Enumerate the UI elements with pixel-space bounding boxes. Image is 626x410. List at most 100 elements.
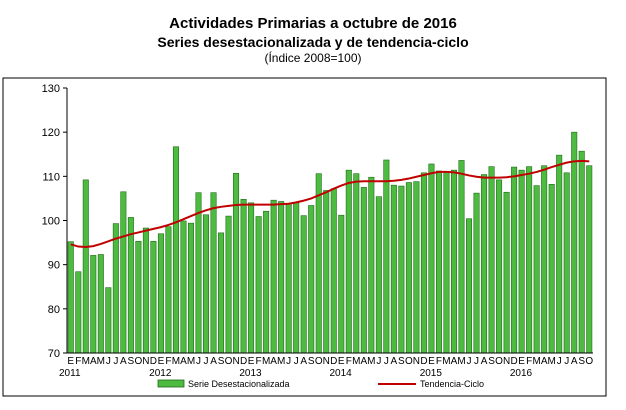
x-month-label-63: A: [541, 356, 548, 367]
x-month-label-61: F: [526, 356, 532, 367]
bar-4: [97, 254, 104, 354]
bar-21: [225, 215, 232, 354]
bar-68: [578, 150, 585, 354]
bar-16: [187, 222, 194, 354]
bar-14: [172, 146, 179, 354]
x-month-label-39: A: [360, 356, 367, 367]
bar-26: [263, 210, 270, 354]
x-month-label-57: O: [495, 356, 503, 367]
x-month-label-37: F: [346, 356, 352, 367]
x-month-label-59: D: [510, 356, 517, 367]
x-month-label-18: J: [204, 356, 209, 367]
x-month-label-60: E: [518, 356, 525, 367]
x-year-label-2012: 2012: [149, 368, 172, 379]
bar-27: [270, 199, 277, 354]
bar-30: [293, 202, 300, 354]
bar-41: [375, 196, 382, 354]
bar-64: [548, 183, 555, 354]
x-month-label-15: A: [180, 356, 187, 367]
x-year-label-2014: 2014: [330, 368, 353, 379]
bar-42: [383, 159, 390, 354]
bar-12: [157, 233, 164, 354]
bar-18: [203, 214, 210, 354]
bar-29: [285, 203, 292, 354]
bar-43: [390, 184, 397, 354]
x-month-label-34: N: [323, 356, 330, 367]
bar-13: [165, 226, 172, 354]
bar-39: [360, 187, 367, 354]
x-month-label-2: M: [82, 356, 90, 367]
x-month-label-16: M: [187, 356, 195, 367]
x-month-label-32: S: [308, 356, 315, 367]
bar-24: [248, 202, 255, 354]
y-tick-label-130: 130: [42, 83, 60, 95]
x-month-label-17: J: [196, 356, 201, 367]
bar-52: [458, 160, 465, 354]
bar-37: [345, 169, 352, 354]
x-month-label-30: J: [294, 356, 299, 367]
bar-48: [428, 163, 435, 354]
x-month-label-53: J: [467, 356, 472, 367]
x-month-label-43: A: [391, 356, 398, 367]
x-month-label-56: S: [488, 356, 495, 367]
x-month-label-27: A: [270, 356, 277, 367]
bar-62: [533, 185, 540, 354]
chart-title: Actividades Primarias a octubre de 2016: [169, 15, 457, 32]
legend: Serie Desestacionalizada Tendencia-Ciclo: [157, 379, 484, 389]
x-month-label-66: J: [564, 356, 569, 367]
bar-17: [195, 192, 202, 354]
x-year-label-2015: 2015: [420, 368, 443, 379]
bar-60: [518, 169, 525, 354]
bar-65: [556, 154, 563, 354]
x-month-label-38: M: [352, 356, 360, 367]
bars-group: [67, 131, 593, 354]
x-month-label-31: A: [300, 356, 307, 367]
bar-3: [90, 255, 97, 354]
bar-11: [150, 240, 157, 354]
bar-34: [323, 190, 330, 354]
x-month-label-28: M: [277, 356, 285, 367]
x-month-label-1: F: [75, 356, 81, 367]
bar-38: [353, 173, 360, 354]
x-month-label-64: M: [547, 356, 555, 367]
legend-bar-label: Serie Desestacionalizada: [188, 379, 290, 389]
bar-22: [233, 172, 240, 354]
bar-54: [473, 192, 480, 354]
chart-note: (Índice 2008=100): [264, 51, 362, 65]
bar-15: [180, 220, 187, 354]
x-month-label-68: S: [578, 356, 585, 367]
bar-23: [240, 199, 247, 354]
bar-49: [435, 170, 442, 354]
bar-67: [571, 131, 578, 354]
x-month-label-24: E: [248, 356, 255, 367]
x-month-label-19: A: [210, 356, 217, 367]
bar-51: [450, 169, 457, 354]
x-year-label-2011: 2011: [59, 368, 81, 379]
x-year-label-2013: 2013: [239, 368, 262, 379]
y-tick-label-100: 100: [42, 216, 60, 228]
x-month-label-36: E: [338, 356, 345, 367]
bar-50: [443, 171, 450, 354]
x-month-label-8: S: [128, 356, 135, 367]
x-year-label-2016: 2016: [510, 368, 533, 379]
x-month-label-51: A: [451, 356, 458, 367]
x-month-label-9: O: [134, 356, 142, 367]
x-month-label-5: J: [106, 356, 111, 367]
x-month-label-58: N: [503, 356, 510, 367]
x-month-label-69: O: [585, 356, 593, 367]
x-month-label-54: J: [474, 356, 479, 367]
bar-28: [278, 201, 285, 354]
bar-20: [218, 232, 225, 354]
chart-title-block: Actividades Primarias a octubre de 2016 …: [0, 14, 626, 65]
x-month-label-33: O: [315, 356, 323, 367]
x-month-label-3: A: [90, 356, 97, 367]
bar-58: [503, 191, 510, 354]
bar-44: [398, 185, 405, 354]
x-month-label-67: A: [571, 356, 578, 367]
x-month-label-65: J: [557, 356, 562, 367]
x-month-label-41: J: [376, 356, 381, 367]
bar-25: [255, 216, 262, 354]
x-month-label-10: N: [142, 356, 149, 367]
x-month-label-14: M: [172, 356, 180, 367]
